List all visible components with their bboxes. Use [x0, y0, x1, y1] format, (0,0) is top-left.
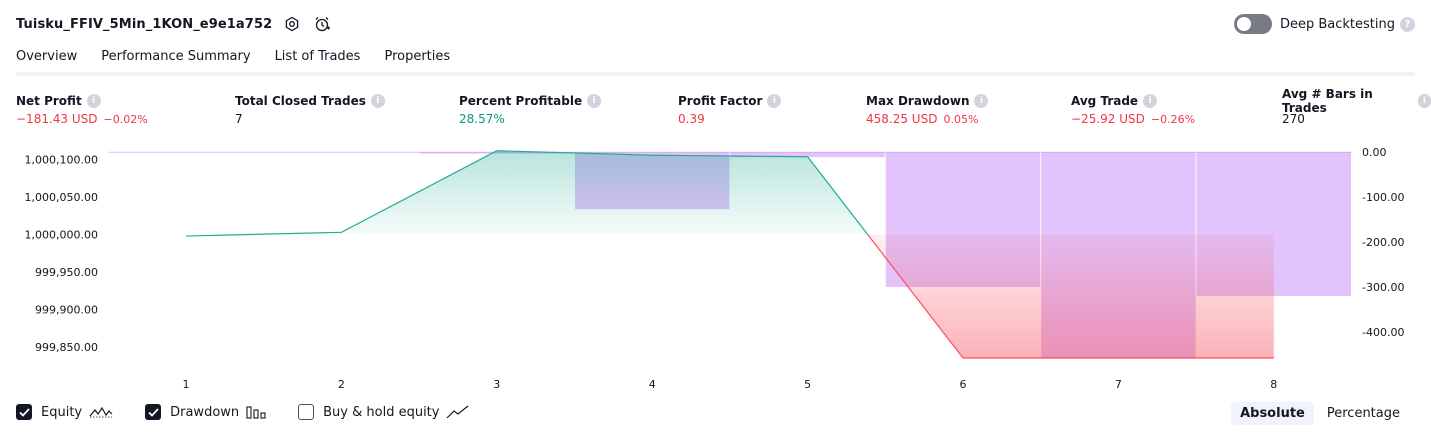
strategy-header: Tuisku_FFIV_5Min_1KON_e9e1a752 [16, 13, 332, 35]
right-tick-label: 0.00 [1362, 146, 1387, 159]
info-icon[interactable]: i [370, 94, 385, 108]
metric-value: −25.92 USD [1071, 112, 1145, 126]
left-tick-label: 999,900.00 [35, 303, 98, 316]
chart-legend: Equity Drawdown Buy & hold equity [16, 404, 502, 420]
buy-hold-checkbox[interactable] [298, 404, 315, 420]
left-tick-label: 1,000,100.00 [25, 154, 98, 167]
metric-label: Max Drawdown [866, 94, 970, 108]
x-axis: 1 2 3 4 5 6 7 8 [183, 378, 1278, 391]
info-icon[interactable]: i [86, 94, 101, 108]
right-tick-label: -400.00 [1362, 326, 1404, 339]
tab-properties[interactable]: Properties [384, 49, 451, 64]
tab-list-of-trades[interactable]: List of Trades [274, 49, 361, 64]
x-tick-label: 1 [183, 378, 190, 391]
info-icon[interactable]: i [974, 94, 989, 108]
x-tick-label: 4 [649, 378, 656, 391]
metric-percent: −0.26% [1150, 113, 1196, 126]
equity-checkbox[interactable] [16, 404, 32, 420]
left-tick-label: 1,000,050.00 [25, 191, 98, 204]
right-tick-label: -100.00 [1362, 191, 1404, 204]
metric-percent: −0.02% [103, 113, 148, 126]
metric-value: 0.39 [678, 112, 705, 126]
left-tick-label: 999,850.00 [35, 341, 98, 354]
metric-label: Total Closed Trades [235, 94, 366, 108]
metric-max-drawdown: Max Drawdown i 458.25 USD 0.05% [866, 92, 989, 128]
equity-line-down [867, 234, 1274, 359]
metric-label: Net Profit [16, 94, 82, 108]
metric-value: 270 [1282, 112, 1305, 126]
deep-backtesting-label: Deep Backtesting [1279, 16, 1395, 32]
legend-buy-hold-equity[interactable]: Buy & hold equity [298, 404, 470, 420]
info-icon[interactable]: i [1417, 94, 1431, 108]
equity-area [185, 150, 1274, 359]
tab-overview[interactable]: Overview [16, 46, 78, 75]
legend-drawdown[interactable]: Drawdown [145, 404, 266, 420]
metric-value: 28.57% [459, 112, 505, 126]
metric-total-closed-trades: Total Closed Trades i 7 [235, 92, 385, 128]
metric-value: −181.43 USD [16, 112, 98, 126]
left-tick-label: 1,000,000.00 [25, 229, 98, 242]
x-tick-label: 5 [804, 378, 811, 391]
metric-profit-factor: Profit Factor i 0.39 [678, 92, 782, 128]
x-tick-label: 7 [1115, 378, 1122, 391]
alarm-clock-icon[interactable] [312, 14, 332, 34]
x-tick-label: 6 [960, 378, 967, 391]
info-icon[interactable]: i [767, 94, 782, 108]
info-icon[interactable]: i [1143, 94, 1158, 108]
equity-loss-area [867, 234, 1274, 358]
metric-label: Avg Trade [1071, 94, 1139, 108]
legend-label: Buy & hold equity [323, 404, 440, 420]
left-axis: 1,000,100.00 1,000,050.00 1,000,000.00 999,… [25, 154, 98, 354]
metric-label: Percent Profitable [459, 94, 583, 108]
metric-net-profit: Net Profit i −181.43 USD −0.02% [16, 92, 148, 128]
legend-label: Drawdown [170, 404, 240, 420]
help-icon[interactable]: ? [1400, 16, 1415, 32]
equity-line-up [185, 150, 869, 237]
deep-backtesting-toggle[interactable] [1233, 14, 1272, 34]
drawdown-bars-icon [246, 405, 266, 419]
right-axis: 0.00 -100.00 -200.00 -300.00 -400.00 [1362, 146, 1404, 339]
equity-line-icon [89, 405, 113, 419]
absolute-button[interactable]: Absolute [1231, 402, 1314, 425]
info-icon[interactable]: i [587, 94, 602, 108]
buy-hold-line-icon [446, 405, 470, 419]
metric-avg-trade: Avg Trade i −25.92 USD −0.26% [1071, 92, 1195, 128]
metric-label: Avg # Bars in Trades [1282, 87, 1373, 115]
x-tick-label: 8 [1270, 378, 1277, 391]
right-tick-label: -200.00 [1362, 236, 1404, 249]
deep-backtesting: Deep Backtesting ? [1233, 13, 1415, 35]
tab-bar: Overview Performance Summary List of Tra… [16, 46, 474, 76]
legend-equity[interactable]: Equity [16, 404, 113, 420]
equity-profit-area [186, 150, 868, 235]
scale-mode-switch: Absolute Percentage [1227, 402, 1409, 425]
percentage-button[interactable]: Percentage [1326, 406, 1400, 421]
metric-value: 7 [235, 112, 243, 126]
strategy-title: Tuisku_FFIV_5Min_1KON_e9e1a752 [16, 16, 273, 32]
tab-performance-summary[interactable]: Performance Summary [101, 49, 251, 64]
settings-icon[interactable] [282, 14, 302, 34]
drawdown-bar [730, 152, 885, 158]
left-tick-label: 999,950.00 [35, 266, 98, 279]
metric-percent-profitable: Percent Profitable i 28.57% [459, 92, 602, 128]
metric-avg-bars-in-trades: Avg # Bars in Trades i 270 [1282, 87, 1431, 128]
tab-divider [16, 72, 1415, 76]
equity-drawdown-chart: 1,000,100.00 1,000,050.00 1,000,000.00 999,… [25, 146, 1405, 391]
x-tick-label: 2 [338, 378, 345, 391]
metric-value: 458.25 USD [866, 112, 938, 126]
x-tick-label: 3 [493, 378, 500, 391]
drawdown-checkbox[interactable] [145, 404, 162, 420]
metric-percent: 0.05% [943, 113, 979, 126]
metric-label: Profit Factor [678, 94, 763, 108]
legend-label: Equity [41, 404, 83, 420]
right-tick-label: -300.00 [1362, 281, 1404, 294]
